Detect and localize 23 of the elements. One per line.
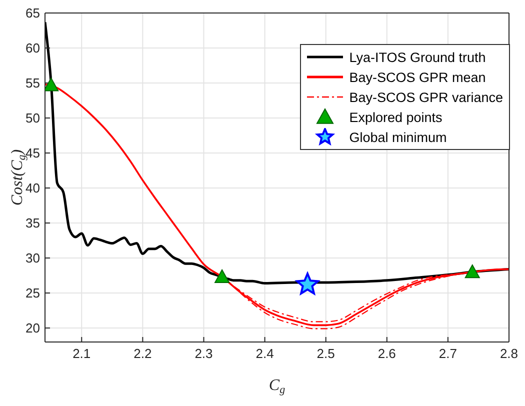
- legend-label: Explored points: [349, 110, 442, 124]
- y-tick-label: 55: [26, 76, 40, 91]
- x-tick-label: 2.3: [194, 346, 213, 362]
- x-tick-label: 2.5: [316, 346, 335, 362]
- y-tick-label: 25: [26, 286, 40, 301]
- x-tick-label: 2.4: [256, 346, 274, 362]
- y-tick-label: 35: [26, 216, 40, 231]
- legend-label: Bay-SCOS GPR mean: [349, 70, 486, 84]
- x-tick-label: 2.7: [438, 346, 457, 362]
- legend-label: Bay-SCOS GPR variance: [349, 90, 503, 104]
- x-axis-title: C$_{g}$: [268, 377, 286, 396]
- y-tick-label: 50: [26, 110, 40, 126]
- y-tick-label: 20: [26, 320, 40, 336]
- x-tick-label: 2.1: [72, 346, 91, 362]
- x-tick-label: 2.6: [378, 346, 396, 362]
- y-tick-label: 60: [26, 40, 40, 56]
- legend-label: Global minimum: [349, 130, 447, 144]
- x-tick-label: 2.2: [134, 346, 152, 362]
- y-tick-label: 65: [26, 6, 40, 21]
- x-tick-label: 2.8: [500, 346, 518, 362]
- legend-label: Lya-ITOS Ground truth: [349, 50, 486, 64]
- y-tick-label: 30: [26, 250, 40, 266]
- y-tick-label: 45: [26, 146, 40, 161]
